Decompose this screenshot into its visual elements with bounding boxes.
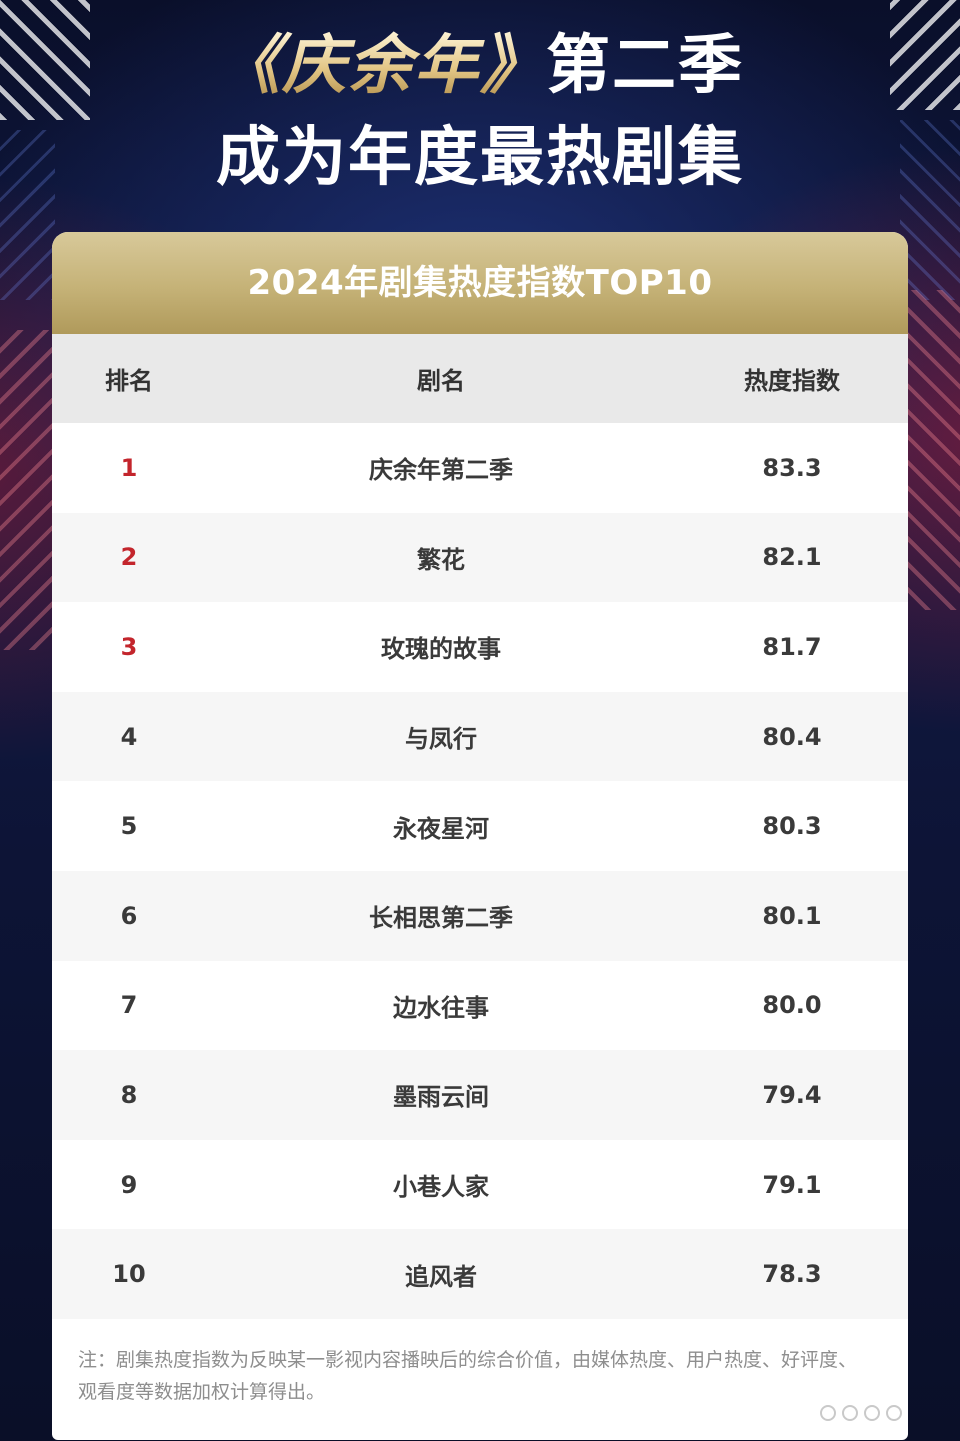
table-row: 5 永夜星河 80.3 xyxy=(52,781,908,871)
column-header-title: 剧名 xyxy=(417,367,465,395)
rank-cell: 9 xyxy=(120,1170,138,1199)
title-cell: 与凤行 xyxy=(405,725,477,754)
headline-season: 第二季 xyxy=(546,29,744,103)
rank-cell: 2 xyxy=(120,543,138,572)
score-cell: 82.1 xyxy=(762,543,822,572)
table-row: 6 长相思第二季 80.1 xyxy=(52,870,908,961)
score-cell: 80.3 xyxy=(762,812,822,841)
rank-cell: 8 xyxy=(120,1080,138,1109)
decorative-stripes xyxy=(900,120,960,300)
watermark xyxy=(820,1405,950,1427)
table-row: 1 庆余年第二季 83.3 xyxy=(52,423,908,513)
table-row: 8 墨雨云间 79.4 xyxy=(52,1050,908,1140)
table-body: 1 庆余年第二季 83.3 2 繁花 82.1 3 玫瑰的故事 81.7 4 与凤行 80.4 5 永夜星… xyxy=(52,423,908,1319)
title-cell: 长相思第二季 xyxy=(369,904,513,933)
footnote: 注：剧集热度指数为反映某一影视内容播映后的综合价值，由媒体热度、用户热度、好评度… xyxy=(78,1349,858,1403)
score-cell: 79.4 xyxy=(762,1080,822,1109)
table-row: 3 玫瑰的故事 81.7 xyxy=(52,602,908,692)
headline-line-1: 《庆余年》第二季 xyxy=(0,26,960,106)
title-cell: 边水往事 xyxy=(393,993,489,1022)
score-cell: 83.3 xyxy=(762,453,822,482)
score-cell: 80.4 xyxy=(762,722,822,751)
score-cell: 80.1 xyxy=(762,901,822,930)
table-header: 排名 剧名 热度指数 xyxy=(52,334,908,423)
score-cell: 81.7 xyxy=(762,632,822,661)
title-cell: 庆余年第二季 xyxy=(369,456,513,485)
column-header-rank: 排名 xyxy=(105,367,153,395)
rank-cell: 5 xyxy=(120,812,138,841)
table-title: 2024年剧集热度指数TOP10 xyxy=(52,232,908,334)
score-cell: 80.0 xyxy=(762,991,822,1020)
rank-cell: 3 xyxy=(120,632,138,661)
table-row: 10 追风者 78.3 xyxy=(52,1229,908,1319)
table-row: 7 边水往事 80.0 xyxy=(52,961,908,1051)
table-row: 2 繁花 82.1 xyxy=(52,512,908,603)
title-cell: 玫瑰的故事 xyxy=(381,635,501,664)
score-cell: 78.3 xyxy=(762,1260,822,1289)
rank-cell: 4 xyxy=(120,722,138,751)
column-header-score: 热度指数 xyxy=(744,367,840,395)
rank-cell: 10 xyxy=(112,1260,146,1289)
decorative-stripes xyxy=(0,0,90,120)
decorative-stripes xyxy=(0,130,55,300)
title-cell: 繁花 xyxy=(417,545,465,574)
title-cell: 追风者 xyxy=(405,1262,477,1291)
rank-cell: 6 xyxy=(120,901,138,930)
title-cell: 墨雨云间 xyxy=(393,1083,489,1112)
rank-cell: 1 xyxy=(120,453,138,482)
decorative-stripes xyxy=(0,330,60,650)
title-cell: 永夜星河 xyxy=(393,814,489,843)
headline-show-name: 《庆余年》 xyxy=(216,29,546,103)
table-row: 9 小巷人家 79.1 xyxy=(52,1140,908,1230)
table-row: 4 与凤行 80.4 xyxy=(52,691,908,782)
score-cell: 79.1 xyxy=(762,1170,822,1199)
rank-cell: 7 xyxy=(120,991,138,1020)
title-cell: 小巷人家 xyxy=(393,1173,489,1202)
decorative-stripes xyxy=(900,290,960,610)
headline-line-2: 成为年度最热剧集 xyxy=(216,121,744,195)
decorative-stripes xyxy=(890,0,960,110)
ranking-card: 2024年剧集热度指数TOP10 排名 剧名 热度指数 1 庆余年第二季 83.3 2… xyxy=(52,232,908,1440)
